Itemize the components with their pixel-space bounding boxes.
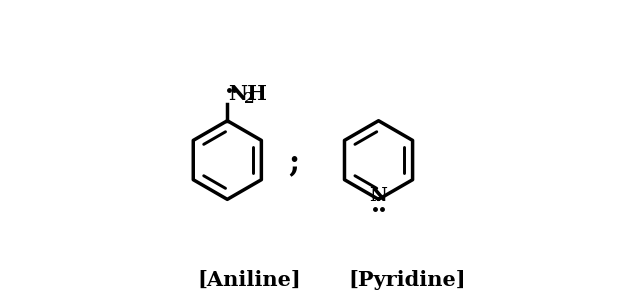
- Text: [Aniline]: [Aniline]: [197, 270, 301, 290]
- Text: N: N: [369, 187, 388, 205]
- Text: ;: ;: [288, 148, 300, 179]
- Text: [Pyridine]: [Pyridine]: [348, 270, 466, 290]
- Text: NH: NH: [228, 83, 267, 103]
- Text: 2: 2: [244, 92, 255, 106]
